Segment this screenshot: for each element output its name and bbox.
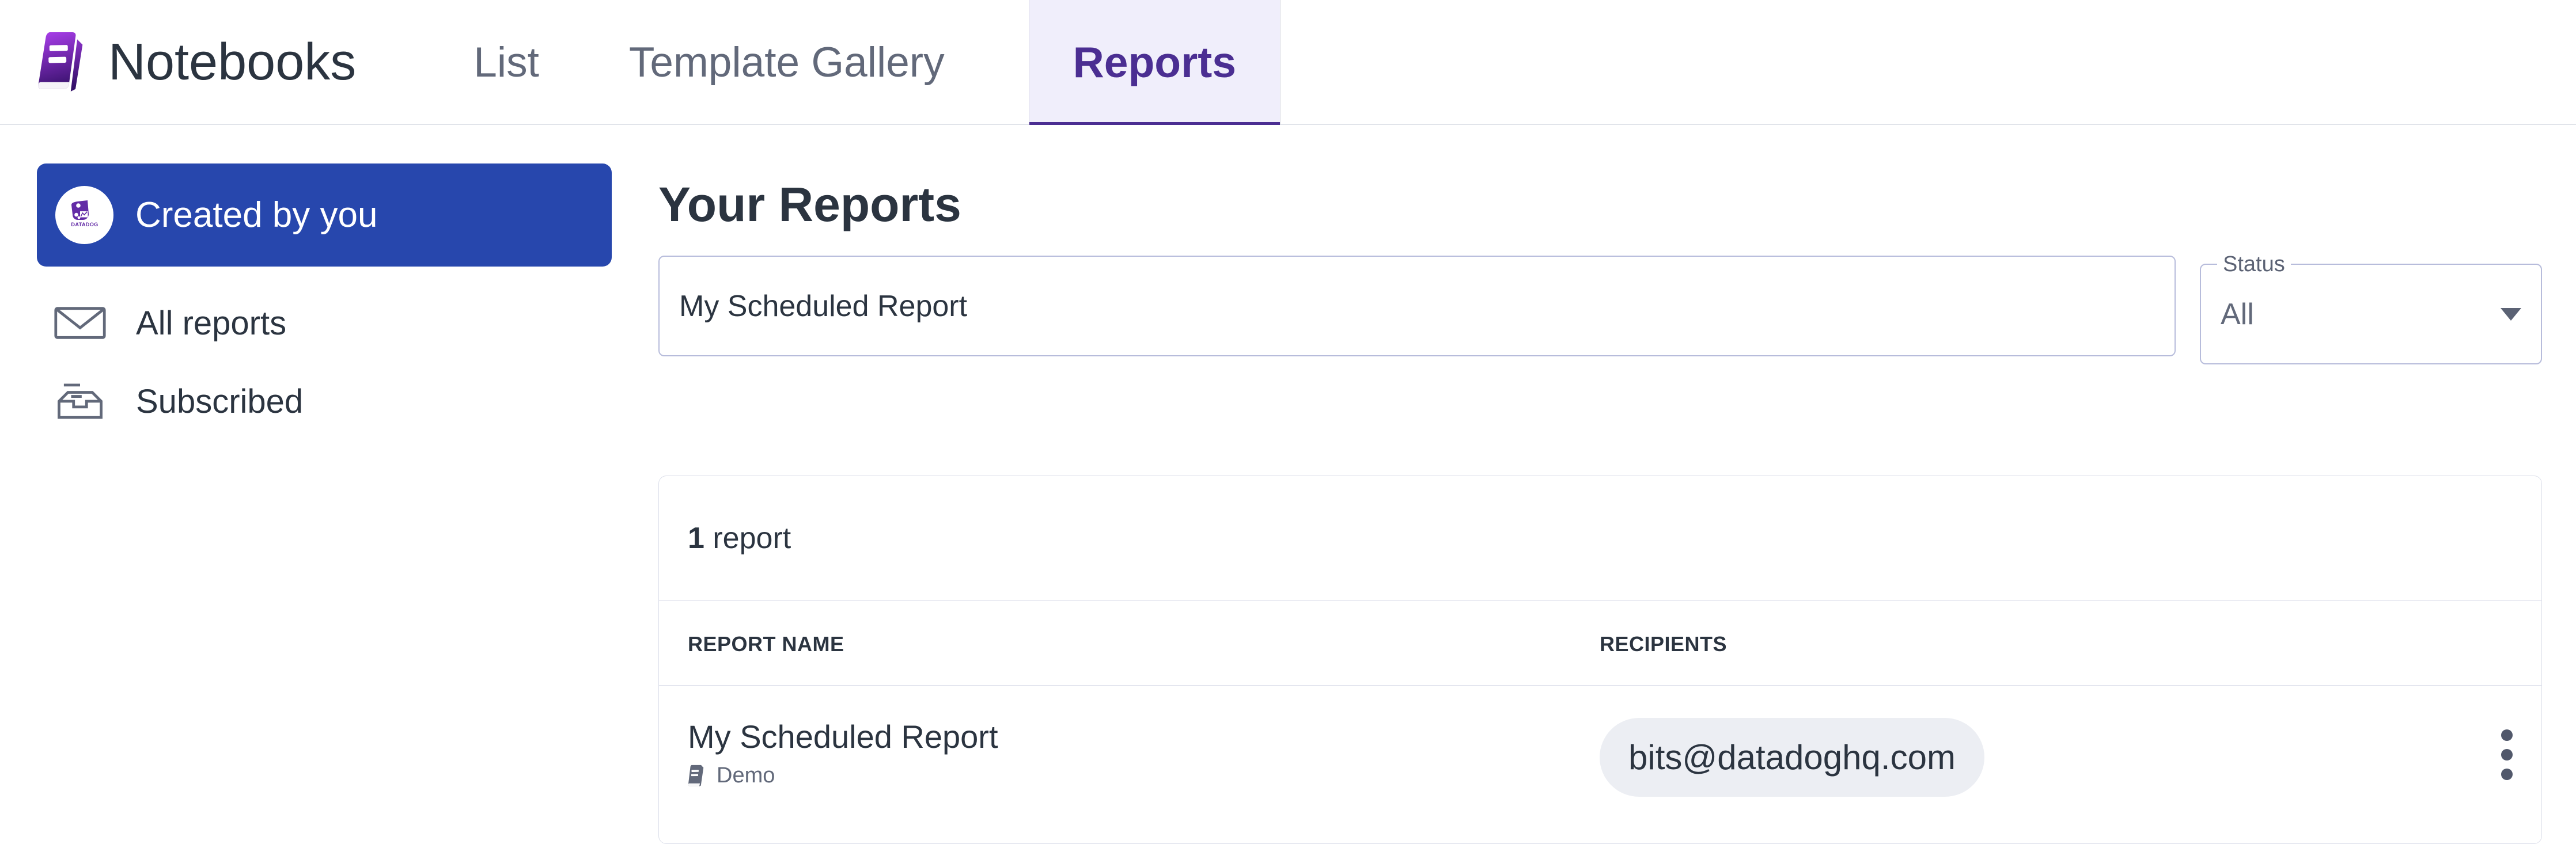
svg-text:DATADOG: DATADOG	[71, 222, 98, 227]
